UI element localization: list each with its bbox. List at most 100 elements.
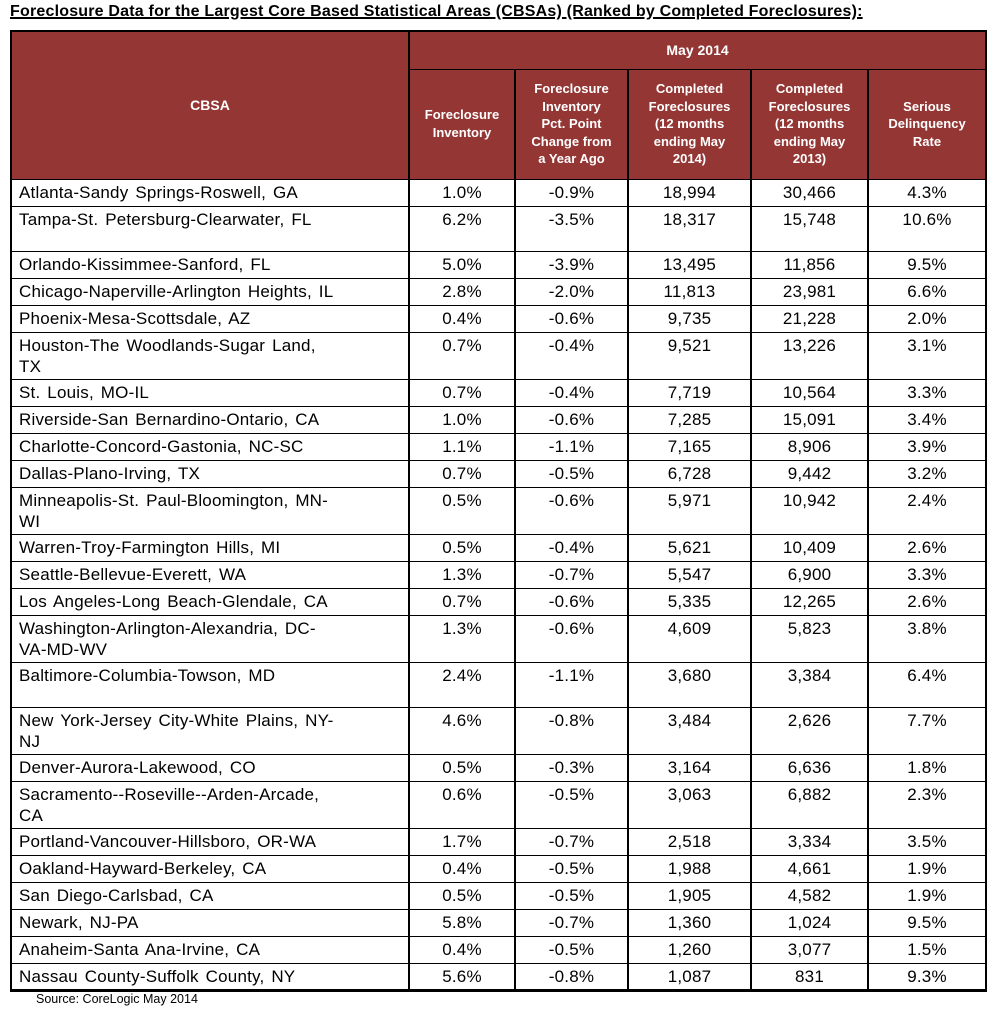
- value-cell: 1,260: [627, 935, 752, 964]
- column-header-row: Foreclosure Inventory Foreclosure Invent…: [11, 68, 988, 180]
- cbsa-cell: Chicago-Naperville-Arlington Heights, IL: [10, 277, 410, 306]
- table-row: Warren-Troy-Farmington Hills, MI 0.5% -0.4…: [10, 533, 988, 562]
- value-cell: 3,680: [627, 661, 752, 708]
- value-cell: 1.3%: [408, 560, 516, 589]
- value-cell: 10,564: [750, 378, 869, 407]
- table-row: Dallas-Plano-Irving, TX 0.7% -0.5% 6,728 9,4…: [10, 459, 988, 488]
- value-cell: 6,636: [750, 753, 869, 782]
- value-cell: -3.5%: [514, 205, 629, 252]
- value-cell: 5,823: [750, 614, 869, 663]
- value-cell: 0.5%: [408, 533, 516, 562]
- table-row: New York-Jersey City-White Plains, NY- N…: [10, 706, 988, 755]
- value-cell: 6,882: [750, 780, 869, 829]
- value-cell: 831: [750, 962, 869, 991]
- value-cell: 7.7%: [866, 706, 988, 755]
- value-cell: 3,484: [627, 706, 752, 755]
- value-cell: 1,360: [627, 908, 752, 937]
- value-cell: 3.8%: [866, 614, 988, 663]
- value-cell: 15,748: [750, 205, 869, 252]
- cbsa-column-header: CBSA: [10, 30, 410, 180]
- value-cell: 1,905: [627, 881, 752, 910]
- column-header-completed-foreclosures-2014: Completed Foreclosures (12 months ending…: [627, 68, 752, 180]
- value-cell: -0.6%: [514, 486, 629, 535]
- cbsa-cell: Riverside-San Bernardino-Ontario, CA: [10, 405, 410, 434]
- cbsa-cell: New York-Jersey City-White Plains, NY- N…: [10, 706, 410, 755]
- value-cell: 10,409: [750, 533, 869, 562]
- value-cell: 2.4%: [408, 661, 516, 708]
- table-row: Atlanta-Sandy Springs-Roswell, GA 1.0% -0.…: [10, 178, 988, 207]
- cbsa-cell: St. Louis, MO-IL: [10, 378, 410, 407]
- table-row: Minneapolis-St. Paul-Bloomington, MN- WI…: [10, 486, 988, 535]
- page-title: Foreclosure Data for the Largest Core Ba…: [10, 3, 863, 20]
- value-cell: 18,317: [627, 205, 752, 252]
- value-cell: -0.6%: [514, 614, 629, 663]
- value-cell: 2.6%: [866, 533, 988, 562]
- cbsa-cell: Washington-Arlington-Alexandria, DC- VA-…: [10, 614, 410, 663]
- value-cell: -0.7%: [514, 560, 629, 589]
- table-row: Los Angeles-Long Beach-Glendale, CA 0.7% -…: [10, 587, 988, 616]
- value-cell: 15,091: [750, 405, 869, 434]
- cbsa-cell: Portland-Vancouver-Hillsboro, OR-WA: [10, 827, 410, 856]
- value-cell: -0.6%: [514, 405, 629, 434]
- table-row: Riverside-San Bernardino-Ontario, CA 1.0%…: [10, 405, 988, 434]
- value-cell: 3,077: [750, 935, 869, 964]
- cbsa-cell: Warren-Troy-Farmington Hills, MI: [10, 533, 410, 562]
- value-cell: 3.3%: [866, 378, 988, 407]
- table-row: Nassau County-Suffolk County, NY 5.6% -0.8…: [10, 962, 988, 991]
- value-cell: 6.4%: [866, 661, 988, 708]
- value-cell: 11,856: [750, 250, 869, 279]
- value-cell: -0.6%: [514, 304, 629, 333]
- foreclosure-table: CBSA May 2014 Foreclosure Inventory Fore…: [10, 30, 988, 992]
- column-header-serious-delinquency-rate: Serious Delinquency Rate: [866, 68, 988, 180]
- value-cell: 2.4%: [866, 486, 988, 535]
- value-cell: 1.1%: [408, 432, 516, 461]
- value-cell: 7,285: [627, 405, 752, 434]
- group-header-may-2014: May 2014: [407, 30, 988, 70]
- value-cell: 1.5%: [866, 935, 988, 964]
- value-cell: 6.6%: [866, 277, 988, 306]
- cbsa-cell: Minneapolis-St. Paul-Bloomington, MN- WI: [10, 486, 410, 535]
- value-cell: 3.4%: [866, 405, 988, 434]
- value-cell: 1.7%: [408, 827, 516, 856]
- cbsa-cell: Phoenix-Mesa-Scottsdale, AZ: [10, 304, 410, 333]
- value-cell: 0.7%: [408, 378, 516, 407]
- value-cell: 0.7%: [408, 587, 516, 616]
- value-cell: 2.3%: [866, 780, 988, 829]
- table-row: Baltimore-Columbia-Towson, MD 2.4% -1.1% 3,…: [10, 661, 988, 708]
- value-cell: 5,335: [627, 587, 752, 616]
- value-cell: 9,521: [627, 331, 752, 380]
- cbsa-cell: Nassau County-Suffolk County, NY: [10, 962, 410, 991]
- value-cell: 7,719: [627, 378, 752, 407]
- value-cell: -1.1%: [514, 432, 629, 461]
- table-body: Atlanta-Sandy Springs-Roswell, GA 1.0% -0.…: [10, 178, 988, 991]
- value-cell: 30,466: [750, 178, 869, 207]
- value-cell: 0.4%: [408, 304, 516, 333]
- value-cell: 1,087: [627, 962, 752, 991]
- cbsa-cell: Orlando-Kissimmee-Sanford, FL: [10, 250, 410, 279]
- table-row: San Diego-Carlsbad, CA 0.5% -0.5% 1,905 4,58…: [10, 881, 988, 910]
- value-cell: 3,334: [750, 827, 869, 856]
- value-cell: -0.4%: [514, 378, 629, 407]
- table-row: Anaheim-Santa Ana-Irvine, CA 0.4% -0.5% 1,2…: [10, 935, 988, 964]
- value-cell: -0.5%: [514, 780, 629, 829]
- value-cell: 5,547: [627, 560, 752, 589]
- cbsa-cell: Tampa-St. Petersburg-Clearwater, FL: [10, 205, 410, 252]
- cbsa-cell: Houston-The Woodlands-Sugar Land, TX: [10, 331, 410, 380]
- value-cell: 2,626: [750, 706, 869, 755]
- value-cell: -0.7%: [514, 827, 629, 856]
- value-cell: 3,164: [627, 753, 752, 782]
- value-cell: 0.5%: [408, 486, 516, 535]
- value-cell: -0.5%: [514, 935, 629, 964]
- value-cell: 1,988: [627, 854, 752, 883]
- column-header-inventory-pct-point-change: Foreclosure Inventory Pct. Point Change …: [514, 68, 629, 180]
- table-row: Phoenix-Mesa-Scottsdale, AZ 0.4% -0.6% 9,73…: [10, 304, 988, 333]
- value-cell: -0.5%: [514, 459, 629, 488]
- cbsa-cell: Baltimore-Columbia-Towson, MD: [10, 661, 410, 708]
- value-cell: 1.0%: [408, 178, 516, 207]
- value-cell: 1,024: [750, 908, 869, 937]
- cbsa-cell: Newark, NJ-PA: [10, 908, 410, 937]
- table-row: Portland-Vancouver-Hillsboro, OR-WA 1.7% -…: [10, 827, 988, 856]
- value-cell: 0.4%: [408, 935, 516, 964]
- value-cell: -0.4%: [514, 533, 629, 562]
- table-header: CBSA May 2014 Foreclosure Inventory Fore…: [10, 30, 988, 180]
